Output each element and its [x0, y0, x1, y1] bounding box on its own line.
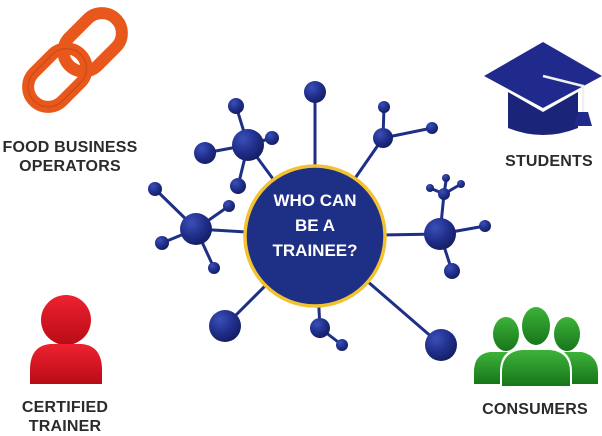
node [232, 129, 264, 161]
node [310, 318, 330, 338]
students-label: STUDENTS [494, 152, 602, 171]
students-line-1: STUDENTS [505, 153, 593, 170]
person-icon [30, 295, 102, 384]
chain-link-icon [22, 7, 128, 113]
node [230, 178, 246, 194]
food-business-operators-line-2: OPERATORS [19, 158, 121, 175]
node [424, 218, 456, 250]
node [442, 174, 450, 182]
node [194, 142, 216, 164]
node [223, 200, 235, 212]
consumers-line-1: CONSUMERS [482, 401, 588, 418]
node [155, 236, 169, 250]
network-nodes [148, 81, 491, 361]
food-business-operators-label: FOOD BUSINESS OPERATORS [0, 138, 140, 176]
hub-question: WHO CAN BE A TRAINEE? [252, 188, 378, 263]
hub-question-line-2: BE A [295, 216, 335, 235]
node [265, 131, 279, 145]
central-hub [243, 164, 387, 308]
node [304, 81, 326, 103]
node [425, 329, 457, 361]
certified-trainer-line-1: CERTIFIED [21, 399, 109, 416]
hub-question-line-3: TRAINEE? [272, 241, 358, 260]
group-people-icon [474, 305, 598, 386]
node [444, 263, 460, 279]
node [426, 184, 434, 192]
node [208, 262, 220, 274]
certified-trainer-label: CERTIFIED TRAINER [10, 398, 120, 436]
node [228, 98, 244, 114]
node [180, 213, 212, 245]
hub-question-line-1: WHO CAN [273, 191, 357, 210]
consumers-label: CONSUMERS [468, 400, 602, 419]
food-business-operators-line-1: FOOD BUSINESS [2, 139, 138, 156]
node [148, 182, 162, 196]
graduation-cap-icon [484, 42, 602, 135]
node [336, 339, 348, 351]
node [479, 220, 491, 232]
node [373, 128, 393, 148]
node [457, 180, 465, 188]
node [378, 101, 390, 113]
certified-trainer-line-2: TRAINER [28, 418, 102, 435]
node [209, 310, 241, 342]
node [426, 122, 438, 134]
node [438, 188, 450, 200]
